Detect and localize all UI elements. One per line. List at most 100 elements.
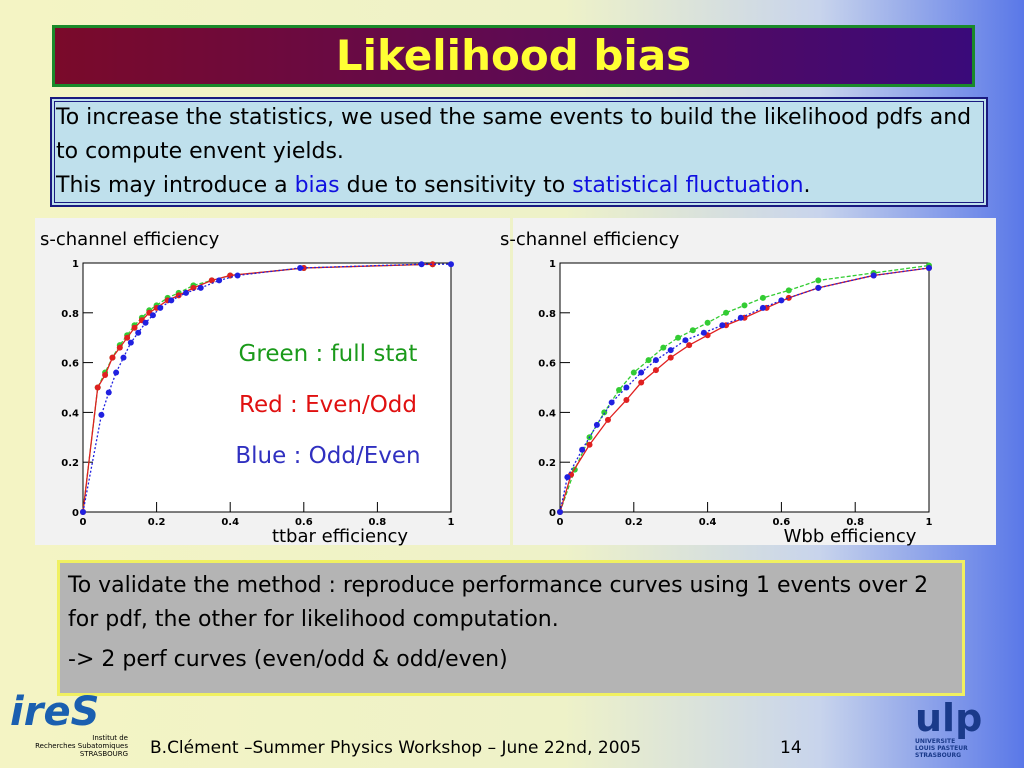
caption-line: LOUIS PASTEUR — [915, 745, 968, 752]
data-point — [80, 509, 86, 515]
intro-line: This may introduce a bias due to sensiti… — [56, 169, 982, 203]
x-tick-label: 0.8 — [369, 517, 387, 528]
data-point — [557, 509, 563, 515]
text: due to sensitivity to — [339, 173, 573, 198]
legend-text: Red : Even/Odd — [239, 392, 417, 418]
x-tick-label: 0.4 — [699, 517, 717, 528]
caption-line: Recherches Subatomiques — [35, 742, 128, 750]
data-point — [216, 277, 223, 284]
data-point — [297, 264, 304, 271]
y-tick-label: 0.8 — [61, 309, 79, 320]
data-point — [113, 369, 120, 376]
data-point — [689, 327, 696, 334]
conclusion-box: To validate the method : reproduce perfo… — [57, 560, 965, 696]
data-point — [135, 329, 142, 336]
slide-title: Likelihood bias — [52, 25, 975, 87]
data-point — [197, 284, 204, 291]
logo-ires: ireS Institut de Recherches Subatomiques S… — [10, 690, 128, 762]
data-point — [124, 334, 131, 341]
data-point — [682, 337, 689, 344]
data-point — [667, 354, 674, 361]
y-axis-label: s-channel efficiency — [500, 229, 680, 250]
data-point — [168, 297, 175, 304]
data-point — [579, 446, 586, 453]
data-point — [142, 319, 149, 326]
data-point — [116, 344, 123, 351]
page-number: 14 — [780, 738, 802, 758]
data-point — [234, 272, 241, 279]
data-point — [208, 277, 215, 284]
series-line — [559, 267, 930, 513]
data-point — [157, 304, 164, 311]
y-tick-label: 0.2 — [61, 458, 79, 469]
data-point — [98, 411, 105, 418]
x-tick-label: 1 — [448, 517, 455, 528]
data-point — [723, 309, 730, 316]
data-point — [586, 441, 593, 448]
x-tick-label: 0.6 — [295, 517, 313, 528]
caption-line: STRASBOURG — [79, 750, 128, 758]
data-point — [759, 304, 766, 311]
caption-line: Institut de — [92, 734, 128, 742]
data-point — [660, 344, 667, 351]
data-point — [616, 386, 623, 393]
data-point — [109, 354, 116, 361]
data-point — [870, 272, 877, 279]
series-line — [82, 263, 451, 513]
data-point — [120, 354, 127, 361]
highlight: bias — [294, 173, 340, 198]
data-point — [94, 384, 101, 391]
data-point — [429, 261, 436, 268]
data-point — [623, 384, 630, 391]
data-point — [105, 389, 112, 396]
data-point — [704, 319, 711, 326]
data-point — [638, 379, 645, 386]
data-point — [785, 294, 792, 301]
x-tick-label: 0 — [80, 517, 87, 528]
data-point — [608, 399, 615, 406]
x-tick-label: 1 — [926, 517, 933, 528]
caption-line: UNIVERSITE — [915, 738, 956, 745]
plot-frame — [82, 262, 452, 513]
data-point — [741, 302, 748, 309]
x-tick-label: 0.6 — [773, 517, 791, 528]
data-point — [127, 339, 134, 346]
data-point — [604, 416, 611, 423]
y-axis-label: s-channel efficiency — [40, 229, 220, 250]
conclusion-line: -> 2 perf curves (even/odd & odd/even) — [68, 647, 508, 672]
data-point — [926, 264, 932, 271]
data-point — [190, 284, 197, 291]
data-point — [149, 312, 156, 319]
x-axis-label: Wbb efficiency — [784, 526, 917, 547]
legend-text: Blue : Odd/Even — [235, 443, 420, 469]
y-tick-label: 0.8 — [538, 309, 556, 320]
data-point — [183, 289, 190, 296]
y-tick-label: 0 — [72, 508, 79, 519]
x-tick-label: 0.4 — [221, 517, 239, 528]
text: This may introduce a — [56, 173, 295, 198]
y-tick-label: 1 — [549, 259, 556, 270]
footer: B.Clément –Summer Physics Workshop – Jun… — [150, 738, 642, 758]
data-point — [759, 294, 766, 301]
data-point — [778, 297, 785, 304]
data-point — [675, 334, 682, 341]
data-point — [737, 314, 744, 321]
data-point — [667, 347, 674, 354]
data-point — [175, 292, 182, 299]
legend-text: Green : full stat — [239, 341, 418, 367]
logo-ulp: ulp UNIVERSITE LOUIS PASTEUR STRASBOURG — [915, 698, 1020, 764]
data-point — [418, 261, 425, 268]
x-tick-label: 0.8 — [846, 517, 864, 528]
y-tick-label: 0.6 — [61, 359, 79, 370]
y-tick-label: 0 — [549, 508, 556, 519]
conclusion-line: To validate the method : reproduce perfo… — [68, 573, 929, 632]
x-tick-label: 0 — [557, 517, 564, 528]
x-axis-label: ttbar efficiency — [272, 526, 408, 547]
data-point — [719, 322, 726, 329]
data-point — [652, 357, 659, 364]
data-point — [652, 367, 659, 374]
data-point — [623, 396, 630, 403]
data-point — [593, 421, 600, 428]
